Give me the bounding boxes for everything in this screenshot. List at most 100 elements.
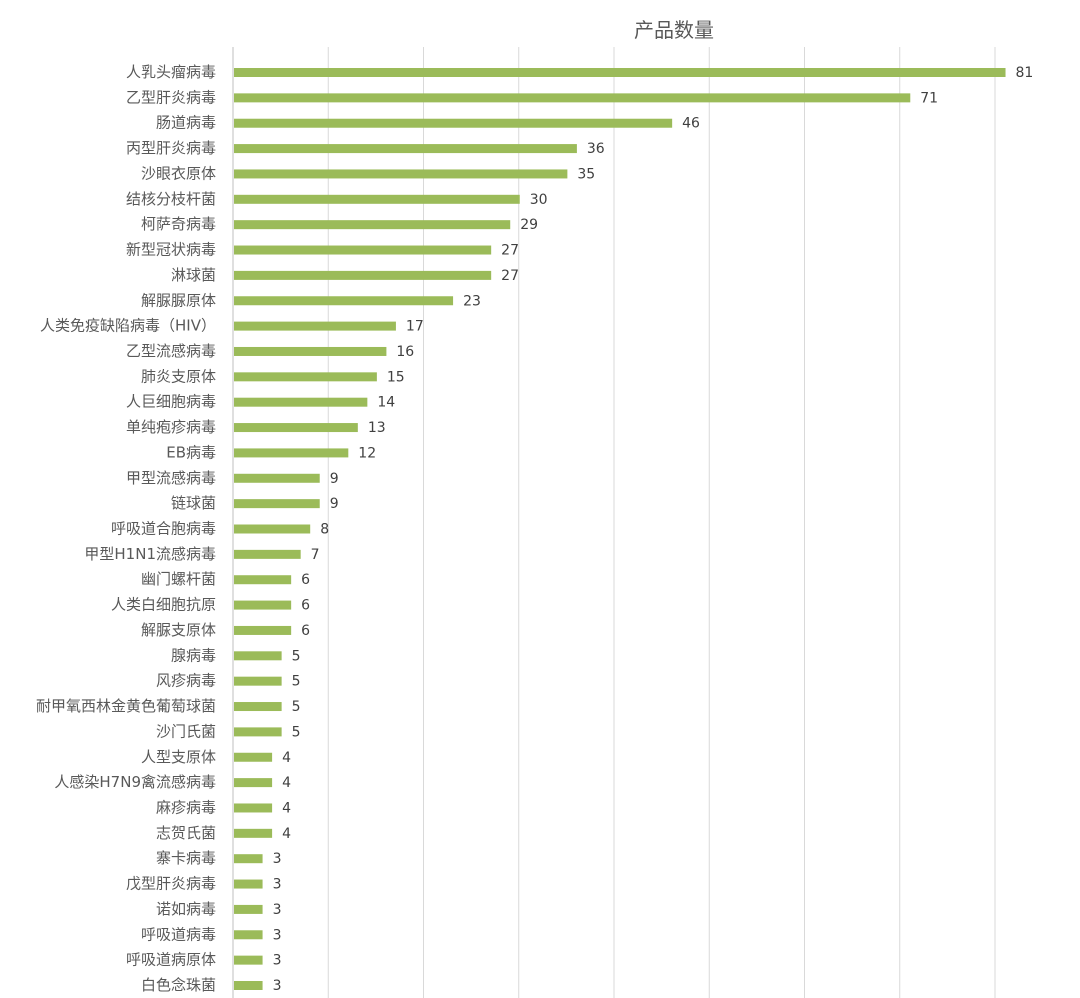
category-label: 甲型流感病毒 <box>126 469 216 487</box>
data-label: 3 <box>273 927 282 943</box>
category-label: 呼吸道病毒 <box>141 925 216 943</box>
data-label: 3 <box>273 978 282 994</box>
category-label: 丙型肝炎病毒 <box>126 139 216 157</box>
bar <box>234 499 320 509</box>
category-label: 沙眼衣原体 <box>141 164 216 182</box>
data-label: 3 <box>273 953 282 969</box>
data-label: 27 <box>501 268 519 284</box>
bar <box>234 575 292 585</box>
data-label: 27 <box>501 243 519 259</box>
data-label: 35 <box>577 166 595 182</box>
data-label: 46 <box>682 116 700 132</box>
category-label: 淋球菌 <box>171 266 216 284</box>
data-label: 5 <box>292 674 301 690</box>
data-label: 4 <box>282 826 291 842</box>
data-label: 71 <box>920 90 938 106</box>
data-label: 9 <box>330 496 339 512</box>
category-label: 沙门氏菌 <box>156 722 216 740</box>
bar <box>234 220 511 230</box>
category-label: 解脲支原体 <box>141 621 216 639</box>
bar <box>234 448 349 458</box>
data-label: 17 <box>406 319 424 335</box>
category-label: 呼吸道合胞病毒 <box>111 520 216 538</box>
category-label: 呼吸道病原体 <box>126 951 216 969</box>
bar <box>234 68 1006 77</box>
bar <box>234 270 492 280</box>
category-label: 乙型流感病毒 <box>126 342 216 360</box>
bar <box>234 930 263 940</box>
bar <box>234 144 577 154</box>
bar <box>234 245 492 255</box>
bar <box>234 727 282 737</box>
bar <box>234 118 673 128</box>
category-label: 人类免疫缺陷病毒（HIV） <box>40 317 216 335</box>
category-label: 人型支原体 <box>141 748 216 766</box>
bar <box>234 879 263 889</box>
bar <box>234 803 273 813</box>
data-label: 23 <box>463 293 481 309</box>
data-label: 5 <box>292 724 301 740</box>
bar <box>234 524 311 534</box>
bar <box>234 296 454 306</box>
category-label: 耐甲氧西林金黄色葡萄球菌 <box>36 697 216 715</box>
data-label: 4 <box>282 800 291 816</box>
data-label: 4 <box>282 775 291 791</box>
category-label: 诺如病毒 <box>156 900 216 918</box>
category-label: 柯萨奇病毒 <box>141 215 216 233</box>
data-label: 29 <box>520 217 538 233</box>
data-label: 6 <box>301 623 310 639</box>
category-label: 风疹病毒 <box>156 672 216 690</box>
category-label: EB病毒 <box>166 443 216 461</box>
category-label: 人感染H7N9禽流感病毒 <box>54 773 216 791</box>
category-label: 戊型肝炎病毒 <box>126 875 216 893</box>
category-label: 甲型H1N1流感病毒 <box>84 545 216 563</box>
category-label: 肠道病毒 <box>156 114 216 132</box>
bar <box>234 854 263 864</box>
category-label: 人巨细胞病毒 <box>126 393 216 411</box>
category-label: 寨卡病毒 <box>156 849 216 867</box>
category-label: 链球菌 <box>171 494 216 512</box>
category-label: 幽门螺杆菌 <box>141 570 216 588</box>
category-label: 肺炎支原体 <box>141 367 216 385</box>
data-label: 5 <box>292 648 301 664</box>
bar <box>234 423 358 433</box>
data-label: 3 <box>273 902 282 918</box>
bar <box>234 955 263 965</box>
data-label: 30 <box>530 192 548 208</box>
bar <box>234 778 273 788</box>
bar <box>234 346 387 356</box>
bar <box>234 625 292 635</box>
bar <box>234 752 273 762</box>
category-label: 志贺氏菌 <box>156 824 216 842</box>
bar <box>234 904 263 914</box>
category-label: 麻疹病毒 <box>156 798 216 816</box>
data-label: 3 <box>273 877 282 893</box>
data-label: 36 <box>587 141 605 157</box>
data-label: 16 <box>396 344 414 360</box>
data-label: 12 <box>358 445 376 461</box>
category-label: 新型冠状病毒 <box>126 241 216 259</box>
data-label: 9 <box>330 471 339 487</box>
data-label: 13 <box>368 420 386 436</box>
data-label: 8 <box>320 522 329 538</box>
chart-title: 产品数量 <box>634 18 714 42</box>
category-label: 人乳头瘤病毒 <box>126 63 216 81</box>
data-label: 4 <box>282 750 291 766</box>
category-label: 腺病毒 <box>171 646 216 664</box>
bar <box>234 702 282 712</box>
bar <box>234 651 282 661</box>
bar <box>234 397 368 407</box>
bar <box>234 981 263 990</box>
bar <box>234 169 568 179</box>
category-label: 乙型肝炎病毒 <box>126 88 216 106</box>
bar <box>234 676 282 686</box>
data-label: 6 <box>301 572 310 588</box>
bar <box>234 828 273 838</box>
bar <box>234 321 396 331</box>
bar <box>234 473 320 483</box>
bar <box>234 549 301 559</box>
category-label: 人类白细胞抗原 <box>111 596 216 614</box>
category-label: 白色念珠菌 <box>141 976 216 994</box>
data-label: 15 <box>387 369 405 385</box>
